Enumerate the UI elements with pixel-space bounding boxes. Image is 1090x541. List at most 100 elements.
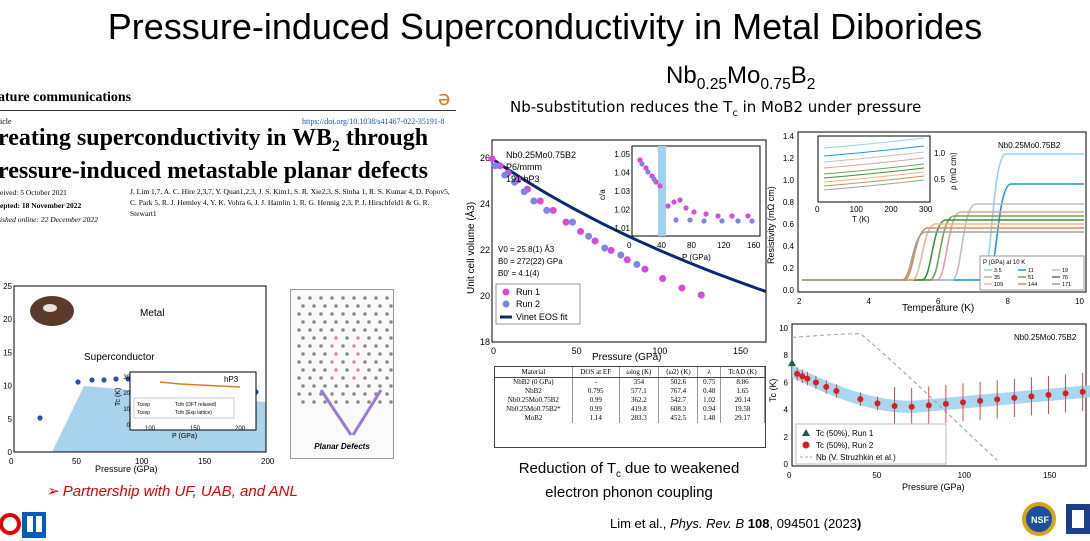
published-date: ished online: 22 December 2022 bbox=[0, 215, 98, 224]
lattice-atom bbox=[319, 312, 323, 316]
resistivity-legend-item: 19 bbox=[1062, 268, 1068, 274]
lattice-atom bbox=[363, 296, 367, 300]
ca-run2-point bbox=[701, 218, 707, 224]
ca-run1-point bbox=[637, 157, 643, 163]
tc-run2-point bbox=[1011, 394, 1018, 401]
lattice-atom bbox=[352, 296, 356, 300]
ca-y-tick: 1.04 bbox=[614, 169, 630, 178]
resistivity-legend-item: 35 bbox=[994, 275, 1000, 281]
lattice-atom bbox=[319, 296, 323, 300]
lattice-atom bbox=[312, 352, 316, 356]
lattice-atom bbox=[334, 368, 338, 372]
inset-x-tick: 150 bbox=[190, 426, 201, 432]
tc-run2-point bbox=[977, 397, 984, 404]
rho-inset-y-tick: 1.0 bbox=[934, 149, 946, 158]
resistivity-legend bbox=[979, 255, 1085, 291]
lattice-atom bbox=[301, 384, 305, 388]
lattice-atom bbox=[301, 352, 305, 356]
ca-y-tick: 1.02 bbox=[614, 206, 630, 215]
lattice-atom bbox=[312, 336, 316, 340]
resistivity-legend-title: P (GPa) at 10 K bbox=[983, 260, 1025, 266]
tc-y-tick: 2 bbox=[784, 433, 789, 442]
lattice-atom bbox=[374, 328, 378, 332]
ca-run1-point bbox=[691, 209, 697, 215]
lattice-atom bbox=[378, 304, 382, 308]
superconductor-label: Superconductor bbox=[84, 352, 155, 363]
ca-run2-point bbox=[651, 176, 657, 182]
lattice-atom bbox=[312, 304, 316, 308]
resistivity-curve bbox=[802, 211, 1084, 281]
ca-data-points bbox=[637, 157, 755, 224]
lattice-atom bbox=[356, 384, 360, 388]
lattice-atom bbox=[323, 400, 327, 404]
table-header: DOS at EF bbox=[572, 367, 620, 378]
lattice-atom bbox=[334, 336, 338, 340]
ub-logo bbox=[0, 512, 46, 538]
run1-point bbox=[577, 228, 585, 236]
tc-data-points bbox=[788, 359, 1086, 426]
defect-arrow bbox=[351, 389, 383, 436]
lattice-atom bbox=[319, 328, 323, 332]
tc-run2-point bbox=[891, 402, 898, 409]
lattice-atom bbox=[378, 336, 382, 340]
tc-point bbox=[101, 377, 107, 383]
tc-run2-point bbox=[994, 396, 1001, 403]
resistivity-temperature-chart: 2 4 6 8 10 1.4 1.2 1.0 0.8 0.6 0.4 0.2 0.0 Resistivi… bbox=[766, 131, 1087, 314]
resistivity-x-tick: 2 bbox=[797, 297, 802, 306]
volume-y-tick: 22 bbox=[480, 245, 490, 255]
lattice-atom bbox=[389, 336, 393, 340]
phase-y-tick: 15 bbox=[3, 348, 12, 357]
lattice-atom bbox=[367, 336, 371, 340]
lattice-atom bbox=[367, 400, 371, 404]
ca-x-tick: 80 bbox=[687, 241, 696, 250]
rho-inset-curve bbox=[823, 137, 925, 149]
run1-point bbox=[607, 246, 615, 254]
lattice-atom bbox=[341, 392, 345, 396]
phase-y-tick: 5 bbox=[8, 415, 13, 424]
ca-run2-point bbox=[673, 217, 679, 223]
b0-label: B0 = 272(22) GPa bbox=[498, 257, 563, 266]
rho-inset-curve bbox=[823, 175, 925, 187]
phase-inset-xlabel: P (GPa) bbox=[172, 433, 197, 440]
tc-pressure-chart: 0 50 100 150 10 8 6 4 2 0 Tc (K) Pressure (GPa) N… bbox=[768, 323, 1090, 492]
tc-point bbox=[113, 376, 119, 382]
lattice-atom bbox=[323, 384, 327, 388]
lattice-atom bbox=[356, 320, 360, 324]
v0-label: V0 = 25.8(1) Å3 bbox=[498, 245, 555, 254]
lattice-atom bbox=[389, 304, 393, 308]
volume-ylabel: Unit cell volume (Å3) bbox=[464, 202, 477, 294]
ca-run1-point bbox=[745, 213, 751, 219]
phase-y-tick: 25 bbox=[3, 282, 12, 291]
ca-run2-point bbox=[735, 218, 741, 224]
lattice-atom bbox=[341, 344, 345, 348]
lattice-atom bbox=[385, 360, 389, 364]
lattice-atom bbox=[297, 360, 301, 364]
resistivity-y-tick: 0.2 bbox=[783, 264, 795, 273]
ca-xlabel: P (GPa) bbox=[682, 253, 711, 262]
ca-x-tick: 0 bbox=[627, 241, 632, 250]
lattice-atom bbox=[323, 320, 327, 324]
lattice-atom bbox=[334, 352, 338, 356]
ca-x-tick: 120 bbox=[717, 241, 731, 250]
tc-run2-point bbox=[1079, 388, 1086, 395]
phase-y-tick: 20 bbox=[3, 315, 12, 324]
lattice-atom bbox=[308, 376, 312, 380]
lattice-atom bbox=[330, 312, 334, 316]
run1-point bbox=[641, 265, 649, 273]
volume-x-tick: 50 bbox=[572, 346, 582, 356]
lattice-atom bbox=[367, 320, 371, 324]
phase-y-tick: 10 bbox=[3, 382, 12, 391]
phase-inset-legend bbox=[133, 397, 235, 419]
tc-run2-point bbox=[804, 375, 811, 382]
ca-inset-band bbox=[658, 146, 666, 236]
lattice-atom bbox=[323, 352, 327, 356]
tc-run2-point bbox=[925, 402, 932, 409]
tc-run2-point bbox=[794, 370, 801, 377]
lattice-atom bbox=[297, 376, 301, 380]
doi-link[interactable]: https://doi.org/10.1038/s41467-022-35191… bbox=[302, 117, 445, 126]
legend-fit: Vinet EOS fit bbox=[516, 312, 568, 322]
lattice-atom bbox=[367, 304, 371, 308]
lattice-atom bbox=[345, 384, 349, 388]
rho-inset-curve bbox=[823, 157, 925, 169]
